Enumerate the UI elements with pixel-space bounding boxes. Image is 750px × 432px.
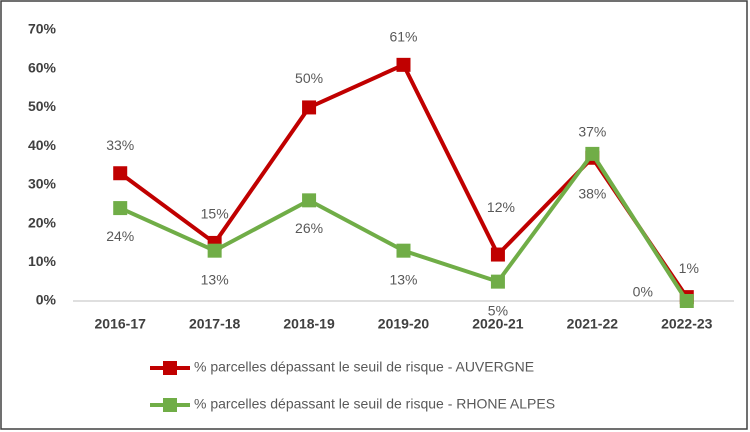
data-label: 61% bbox=[389, 29, 417, 45]
legend-label: % parcelles dépassant le seuil de risque… bbox=[194, 359, 534, 375]
data-label: 15% bbox=[201, 206, 229, 222]
x-tick-label: 2022-23 bbox=[661, 316, 713, 332]
x-tick-label: 2019-20 bbox=[378, 316, 430, 332]
data-label: 13% bbox=[389, 271, 417, 287]
data-label: 50% bbox=[295, 70, 323, 86]
data-label: 26% bbox=[295, 220, 323, 236]
data-label: 24% bbox=[106, 228, 134, 244]
legend-marker bbox=[163, 361, 177, 375]
x-tick-label: 2021-22 bbox=[567, 316, 619, 332]
y-tick-label: 50% bbox=[28, 98, 57, 114]
marker bbox=[490, 247, 505, 262]
data-label: 5% bbox=[488, 302, 508, 318]
x-tick-label: 2016-17 bbox=[95, 316, 147, 332]
marker bbox=[302, 193, 317, 208]
legend-label: % parcelles dépassant le seuil de risque… bbox=[194, 396, 555, 412]
marker bbox=[679, 294, 694, 308]
marker bbox=[396, 243, 411, 258]
data-label: 1% bbox=[679, 260, 699, 276]
x-tick-label: 2018-19 bbox=[283, 316, 335, 332]
marker bbox=[490, 274, 505, 289]
x-tick-label: 2020-21 bbox=[472, 316, 524, 332]
y-tick-label: 30% bbox=[28, 176, 57, 192]
data-label: 38% bbox=[578, 186, 606, 202]
marker bbox=[113, 201, 128, 216]
y-tick-label: 40% bbox=[28, 137, 57, 153]
data-label: 37% bbox=[578, 123, 606, 139]
y-tick-label: 20% bbox=[28, 214, 57, 230]
y-tick-label: 10% bbox=[28, 253, 57, 269]
marker bbox=[207, 243, 222, 258]
y-tick-label: 0% bbox=[36, 292, 57, 308]
legend-marker bbox=[163, 398, 177, 412]
marker bbox=[113, 166, 128, 181]
marker bbox=[302, 100, 317, 115]
marker bbox=[585, 146, 600, 161]
data-label: 0% bbox=[633, 284, 653, 300]
y-tick-label: 70% bbox=[28, 21, 57, 37]
data-label: 33% bbox=[106, 137, 134, 153]
x-tick-label: 2017-18 bbox=[189, 316, 241, 332]
y-tick-label: 60% bbox=[28, 59, 57, 75]
data-label: 12% bbox=[487, 199, 515, 215]
data-label: 13% bbox=[201, 271, 229, 287]
marker bbox=[396, 57, 411, 72]
